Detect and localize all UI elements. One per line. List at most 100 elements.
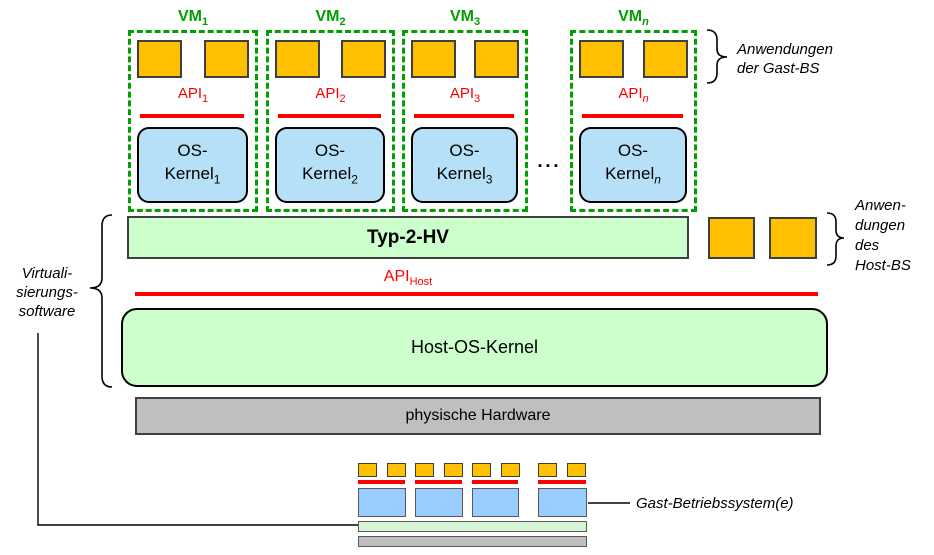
vm2-kernel-line1: OS- [314,140,346,160]
vmn-api-text: API [618,85,643,102]
vm3-title: VM3 [402,6,528,28]
vmn-dashed-box: APIn OS- Kerneln [570,30,697,212]
vm3-app-square-left [411,40,456,78]
legend-hardware-bar [358,536,587,547]
legend-app-square [358,463,377,477]
guest-os-label: Gast-Betriebssystem(e) [636,495,794,512]
legend-mini-diagram [358,463,587,547]
vm3-os-kernel-box: OS- Kernel3 [411,127,518,203]
host-app-square-2 [769,217,817,259]
legend-guest-os-rect [358,488,406,517]
vmn-kernel-subscript: n [654,172,661,187]
vm2-kernel-subscript: 2 [351,172,358,187]
vmn-os-kernel-box: OS- Kerneln [579,127,687,203]
vm3-kernel-line1: OS- [449,140,480,160]
host-os-kernel-box: Host-OS-Kernel [121,308,828,387]
vm1-name: VM [177,8,202,25]
vm3-dashed-box: API3 OS- Kernel3 [402,30,528,212]
vmn-kernel-line1: OS- [617,140,649,160]
vm3-kernel-subscript: 3 [485,172,493,187]
vm1-api-line [140,114,244,118]
legend-app-square [567,463,586,477]
vm2-title: VM2 [266,6,395,28]
vmn-block: VMn APIn OS- Kerneln [570,6,697,212]
legend-app-square [501,463,520,477]
legend-guest-stack-1 [358,463,406,517]
physical-hardware-bar: physische Hardware [135,397,821,435]
api-host-line [135,292,818,296]
vm1-subscript: 1 [201,16,209,29]
vm2-os-kernel-box: OS- Kernel2 [275,127,385,203]
vmn-app-square-right [643,40,688,78]
legend-app-square [387,463,406,477]
vm2-app-square-right [341,40,386,78]
vmn-kernel-line2: Kernel [605,163,655,183]
vm2-api-subscript: 2 [339,93,346,105]
typ2-hv-bar: Typ-2-HV [127,216,689,259]
vm1-block: VM1 API1 OS- Kernel1 [128,6,258,212]
virtualization-software-label: Virtuali- sierungs- software [16,265,78,320]
guest-apps-brace [706,29,728,84]
vm2-app-square-left [275,40,320,78]
vm2-block: VM2 API2 OS- Kernel2 [266,6,395,212]
legend-virtualization-bar [358,521,587,532]
vm1-os-kernel-box: OS- Kernel1 [137,127,248,203]
vm2-dashed-box: API2 OS- Kernel2 [266,30,395,212]
api-host-text: API [383,268,410,285]
vmn-subscript: n [642,16,649,29]
vm1-title: VM1 [128,6,258,28]
vmn-api-subscript: n [642,93,649,105]
vmn-api-line [582,114,683,118]
legend-api-line [415,480,462,484]
api-host-label: APIHost [127,267,689,292]
vmn-title: VMn [570,6,697,28]
api-host-subscript: Host [409,276,433,289]
vm3-kernel-line2: Kernel [436,163,486,183]
vm1-kernel-line2: Kernel [164,163,214,183]
vm2-api-label: API2 [269,85,392,108]
vm3-block: VM3 API3 OS- Kernel3 [402,6,528,212]
vm2-kernel-line2: Kernel [302,163,352,183]
vm2-subscript: 2 [339,16,346,29]
ellipsis-dots: ▪▪▪ [538,160,562,172]
vm1-app-square-left [137,40,182,78]
legend-api-line [358,480,405,484]
host-apps-label: Anwen- dungen des Host-BS [855,197,911,274]
legend-guest-stack-3 [472,463,520,517]
legend-api-line [472,480,518,484]
legend-app-square [538,463,557,477]
vm1-app-square-right [204,40,249,78]
vm3-api-label: API3 [405,85,525,108]
legend-app-square [472,463,491,477]
legend-guest-stack-n [538,463,587,517]
vm1-kernel-line1: OS- [177,140,208,160]
legend-app-square [415,463,434,477]
host-app-square-1 [708,217,755,259]
vmn-api-label: APIn [573,85,694,108]
virtualization-brace [89,214,113,388]
vm1-kernel-subscript: 1 [213,172,221,187]
vm3-subscript: 3 [473,16,481,29]
legend-api-line [538,480,586,484]
physical-hardware-label: physische Hardware [405,407,551,424]
host-os-kernel-label: Host-OS-Kernel [410,337,539,357]
vm3-app-square-right [474,40,519,78]
vm3-api-subscript: 3 [474,93,481,105]
vm2-name: VM [315,8,340,25]
vm1-api-text: API [177,85,203,102]
typ2-hv-label: Typ-2-HV [367,226,449,248]
vm3-api-line [414,114,514,118]
vm3-api-text: API [449,85,475,102]
legend-app-square [444,463,463,477]
legend-guest-os-rect [538,488,587,517]
vmn-app-square-left [579,40,624,78]
guest-apps-label: Anwendungen der Gast-BS [737,41,833,77]
legend-guest-os-rect [415,488,463,517]
vm2-api-text: API [315,85,340,102]
vmn-name: VM [618,8,643,25]
vm2-api-line [278,114,381,118]
host-apps-brace [826,212,845,266]
legend-guest-os-rect [472,488,519,517]
vm1-api-label: API1 [131,85,255,108]
